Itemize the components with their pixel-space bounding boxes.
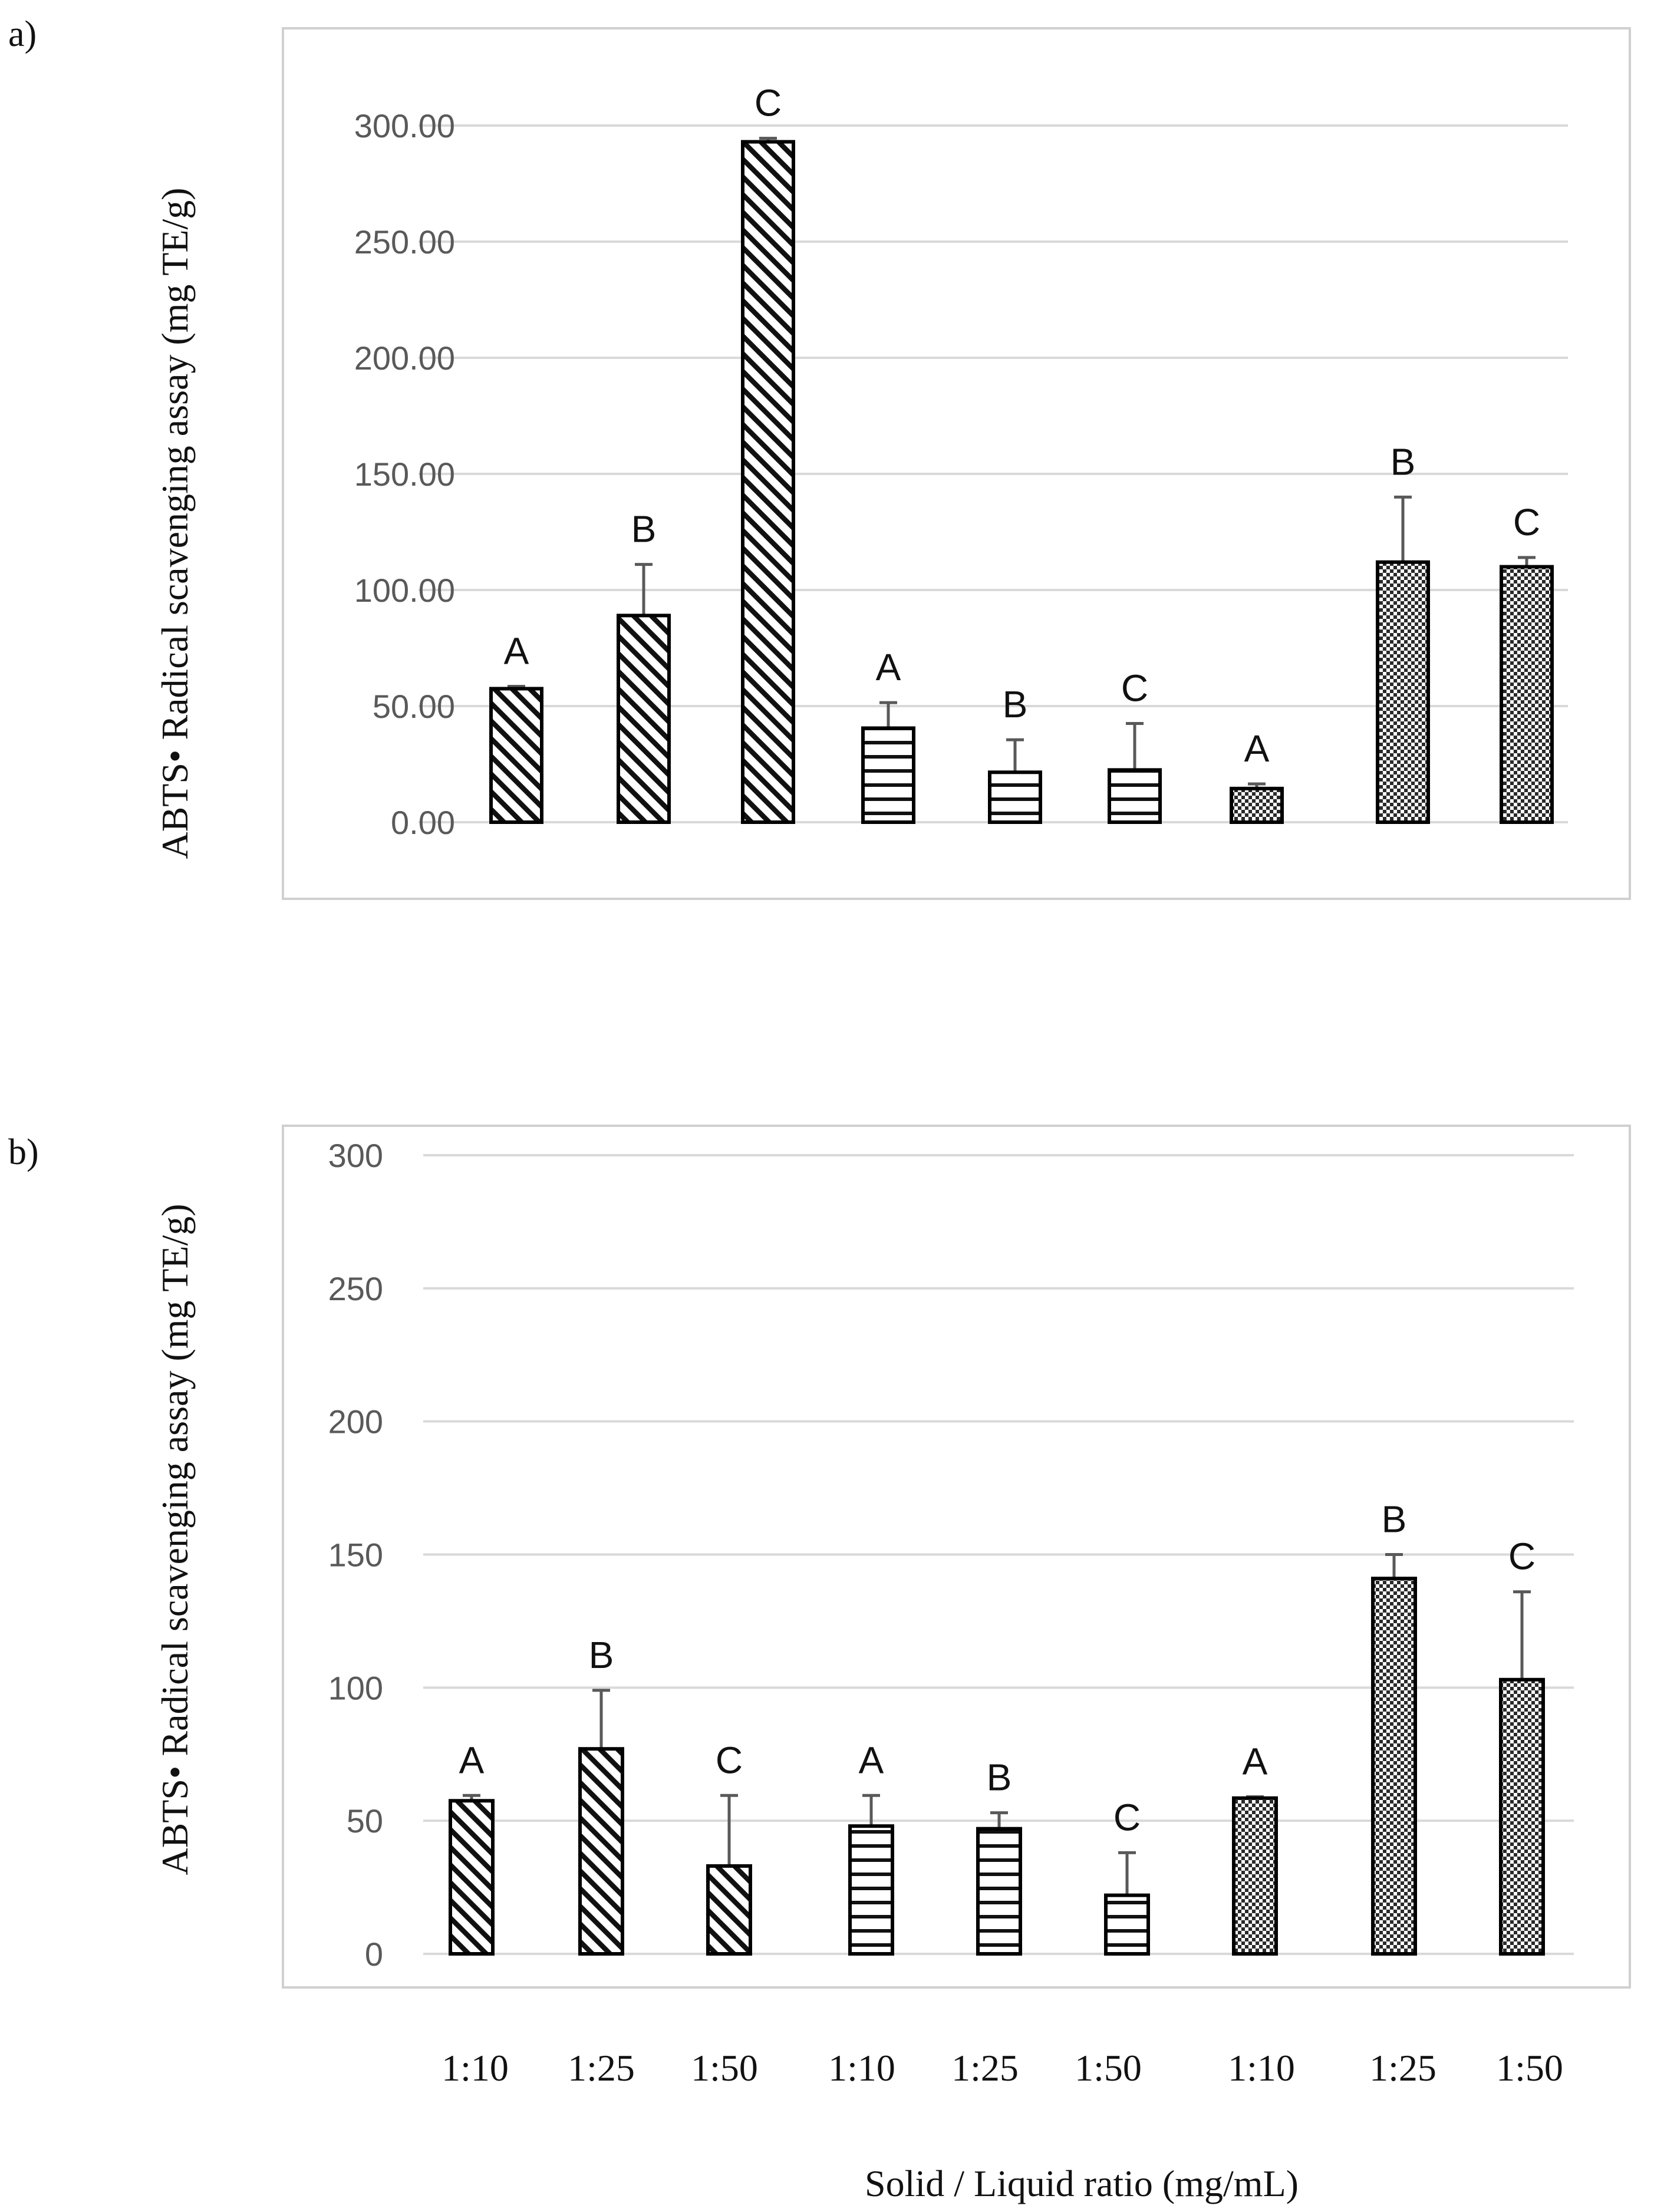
y-tick-label-a-3: 150.00 (354, 456, 455, 493)
bar-a-1 (617, 614, 671, 824)
sig-letter-b-0: A (459, 1739, 485, 1781)
sig-letter-a-8: C (1513, 501, 1540, 543)
sig-letter-b-4: B (987, 1756, 1012, 1799)
x-axis-label: Solid / Liquid ratio (mg/mL) (865, 2162, 1299, 2204)
bar-a-0 (489, 687, 543, 824)
y-tick-label-b-0: 0 (365, 1936, 383, 1973)
bar-b-0 (449, 1799, 495, 1956)
y-tick-label-b-3: 150 (328, 1537, 383, 1574)
sig-letter-a-7: B (1391, 440, 1416, 483)
significance-letters-a: A B C A B C A B C (504, 82, 1540, 770)
panel-b-label: b) (8, 1132, 39, 1172)
sig-letter-b-5: C (1113, 1796, 1141, 1838)
x-category-label-8: 1:50 (1496, 2047, 1563, 2089)
sig-letter-b-2: C (716, 1739, 743, 1781)
y-tick-label-b-5: 250 (328, 1270, 383, 1307)
sig-letter-a-2: C (754, 82, 782, 124)
y-tick-label-b-1: 50 (347, 1802, 383, 1840)
sig-letter-b-3: A (859, 1739, 884, 1781)
bar-b-7 (1371, 1577, 1417, 1956)
x-category-label-1: 1:25 (568, 2047, 635, 2089)
bar-a-7 (1376, 560, 1430, 824)
bar-a-5 (1108, 768, 1162, 824)
y-tick-label-a-5: 250.00 (354, 223, 455, 261)
y-tick-label-b-4: 200 (328, 1403, 383, 1440)
x-category-label-3: 1:10 (828, 2047, 895, 2089)
bar-b-6 (1232, 1796, 1278, 1956)
y-tick-labels-a: 0.00 50.00 100.00 150.00 200.00 250.00 300.00 (354, 107, 455, 841)
bar-a-6 (1230, 786, 1284, 824)
x-category-label-6: 1:10 (1228, 2047, 1295, 2089)
y-tick-label-a-1: 50.00 (373, 688, 455, 725)
panel-a: a) ABTS• Radical scavenging assay (mg TE… (8, 14, 1631, 900)
sig-letter-a-6: A (1244, 727, 1270, 770)
bar-b-5 (1104, 1893, 1150, 1956)
x-category-labels: 1:10 1:25 1:50 1:10 1:25 1:50 1:10 1:25 1:50 (441, 2047, 1563, 2089)
x-category-label-7: 1:25 (1369, 2047, 1436, 2089)
y-axis-label-b: ABTS• Radical scavenging assay (mg TE/g) (154, 1204, 196, 1875)
sig-letter-b-1: B (589, 1634, 614, 1676)
bars-a (489, 140, 1554, 825)
y-tick-labels-b: 0 50 100 150 200 250 300 (328, 1137, 383, 1973)
x-category-label-4: 1:25 (951, 2047, 1019, 2089)
bar-b-1 (578, 1747, 624, 1956)
bar-a-8 (1500, 565, 1554, 824)
y-tick-label-b-2: 100 (328, 1669, 383, 1706)
y-tick-label-a-2: 100.00 (354, 572, 455, 609)
error-bars-b (463, 1553, 1531, 1895)
sig-letter-b-8: C (1508, 1535, 1536, 1578)
y-tick-label-a-6: 300.00 (354, 107, 455, 144)
y-tick-label-a-4: 200.00 (354, 339, 455, 377)
x-category-label-5: 1:50 (1075, 2047, 1142, 2089)
bar-b-3 (848, 1824, 894, 1956)
sig-letter-a-5: C (1121, 667, 1148, 710)
bar-a-4 (988, 770, 1042, 825)
sig-letter-a-1: B (631, 508, 657, 550)
bar-b-8 (1499, 1677, 1545, 1956)
sig-letter-b-7: B (1382, 1498, 1407, 1541)
bar-b-4 (976, 1827, 1022, 1956)
panel-a-label: a) (8, 14, 37, 54)
x-category-label-2: 1:50 (691, 2047, 758, 2089)
panel-b: b) ABTS• Radical scavenging assay (mg TE… (8, 1125, 1631, 2204)
significance-letters-b: A B C A B C A B C (459, 1498, 1536, 1839)
plot-frame-b (282, 1125, 1631, 1989)
sig-letter-a-4: B (1003, 683, 1028, 726)
y-tick-label-a-0: 0.00 (391, 804, 455, 841)
sig-letter-b-6: A (1243, 1740, 1268, 1783)
x-category-label-0: 1:10 (441, 2047, 509, 2089)
bar-a-3 (861, 726, 915, 825)
sig-letter-a-3: A (876, 646, 901, 688)
plot-frame-a (282, 27, 1631, 900)
sig-letter-a-0: A (504, 630, 529, 672)
bars-b (449, 1577, 1545, 1956)
bar-a-2 (741, 140, 795, 825)
bar-b-2 (706, 1864, 752, 1956)
y-axis-label-a: ABTS• Radical scavenging assay (mg TE/g) (154, 187, 196, 859)
y-tick-label-b-6: 300 (328, 1137, 383, 1174)
